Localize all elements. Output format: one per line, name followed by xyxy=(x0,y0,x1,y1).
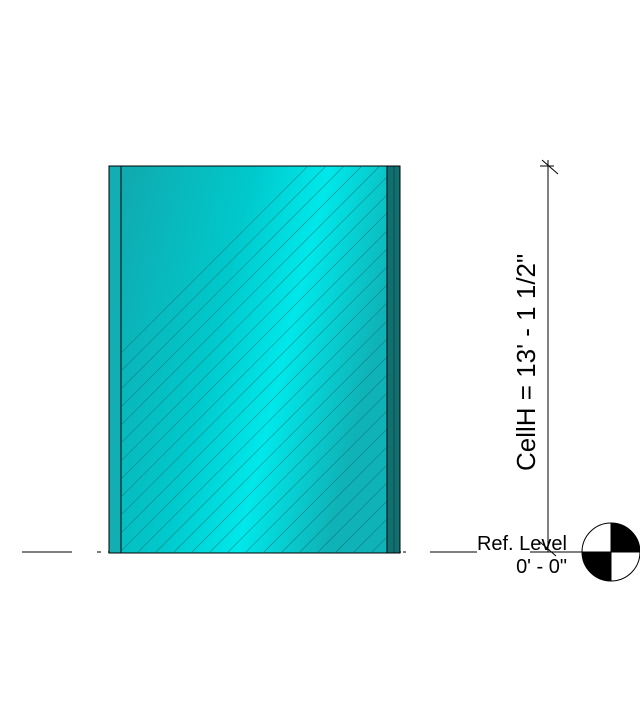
panel-right-edge-strip xyxy=(386,165,401,554)
hatch-line xyxy=(208,374,387,553)
hatch-line xyxy=(244,410,387,553)
hatch-line xyxy=(121,166,381,426)
hatch-line xyxy=(443,133,640,553)
hatch-line xyxy=(121,166,327,372)
panel-face xyxy=(120,165,388,554)
hatch-line xyxy=(551,133,640,553)
hatch-line xyxy=(121,194,387,462)
hatch-line xyxy=(121,166,345,390)
hatch-line xyxy=(226,392,387,553)
hatch-line xyxy=(587,133,640,553)
hatch-line xyxy=(623,133,640,553)
hatch-line xyxy=(121,284,387,552)
dimension-top-tick xyxy=(541,159,559,175)
hatch-line xyxy=(121,166,363,408)
hatch-line xyxy=(605,133,640,553)
hatch-line xyxy=(190,356,387,553)
level-head-icon xyxy=(581,522,640,582)
wall-panel xyxy=(108,133,640,554)
hatch-line xyxy=(280,446,387,553)
hatch-line xyxy=(461,133,640,553)
hatch-line xyxy=(121,166,309,354)
height-dimension xyxy=(539,159,559,557)
level-elevation: 0' - 0" xyxy=(516,556,567,578)
level-name: Ref. Level xyxy=(477,533,567,555)
hatch-line xyxy=(121,176,387,444)
hatch-line xyxy=(121,230,387,498)
panel-hatch-pattern xyxy=(121,133,640,553)
hatch-line xyxy=(569,133,640,553)
hatch-line xyxy=(533,133,640,553)
hatch-line xyxy=(172,338,387,553)
hatch-line xyxy=(298,464,387,553)
hatch-line xyxy=(121,266,387,534)
hatch-line xyxy=(479,133,640,553)
hatch-line xyxy=(136,302,387,553)
hatch-line xyxy=(262,428,387,553)
dimension-bottom-tick xyxy=(539,541,557,557)
hatch-line xyxy=(121,248,387,516)
hatch-line xyxy=(370,536,387,553)
dimension-label: CellH = 13' - 1 1/2" xyxy=(511,254,541,471)
panel-left-edge xyxy=(108,165,122,554)
hatch-line xyxy=(121,212,387,480)
hatch-line xyxy=(154,320,387,553)
